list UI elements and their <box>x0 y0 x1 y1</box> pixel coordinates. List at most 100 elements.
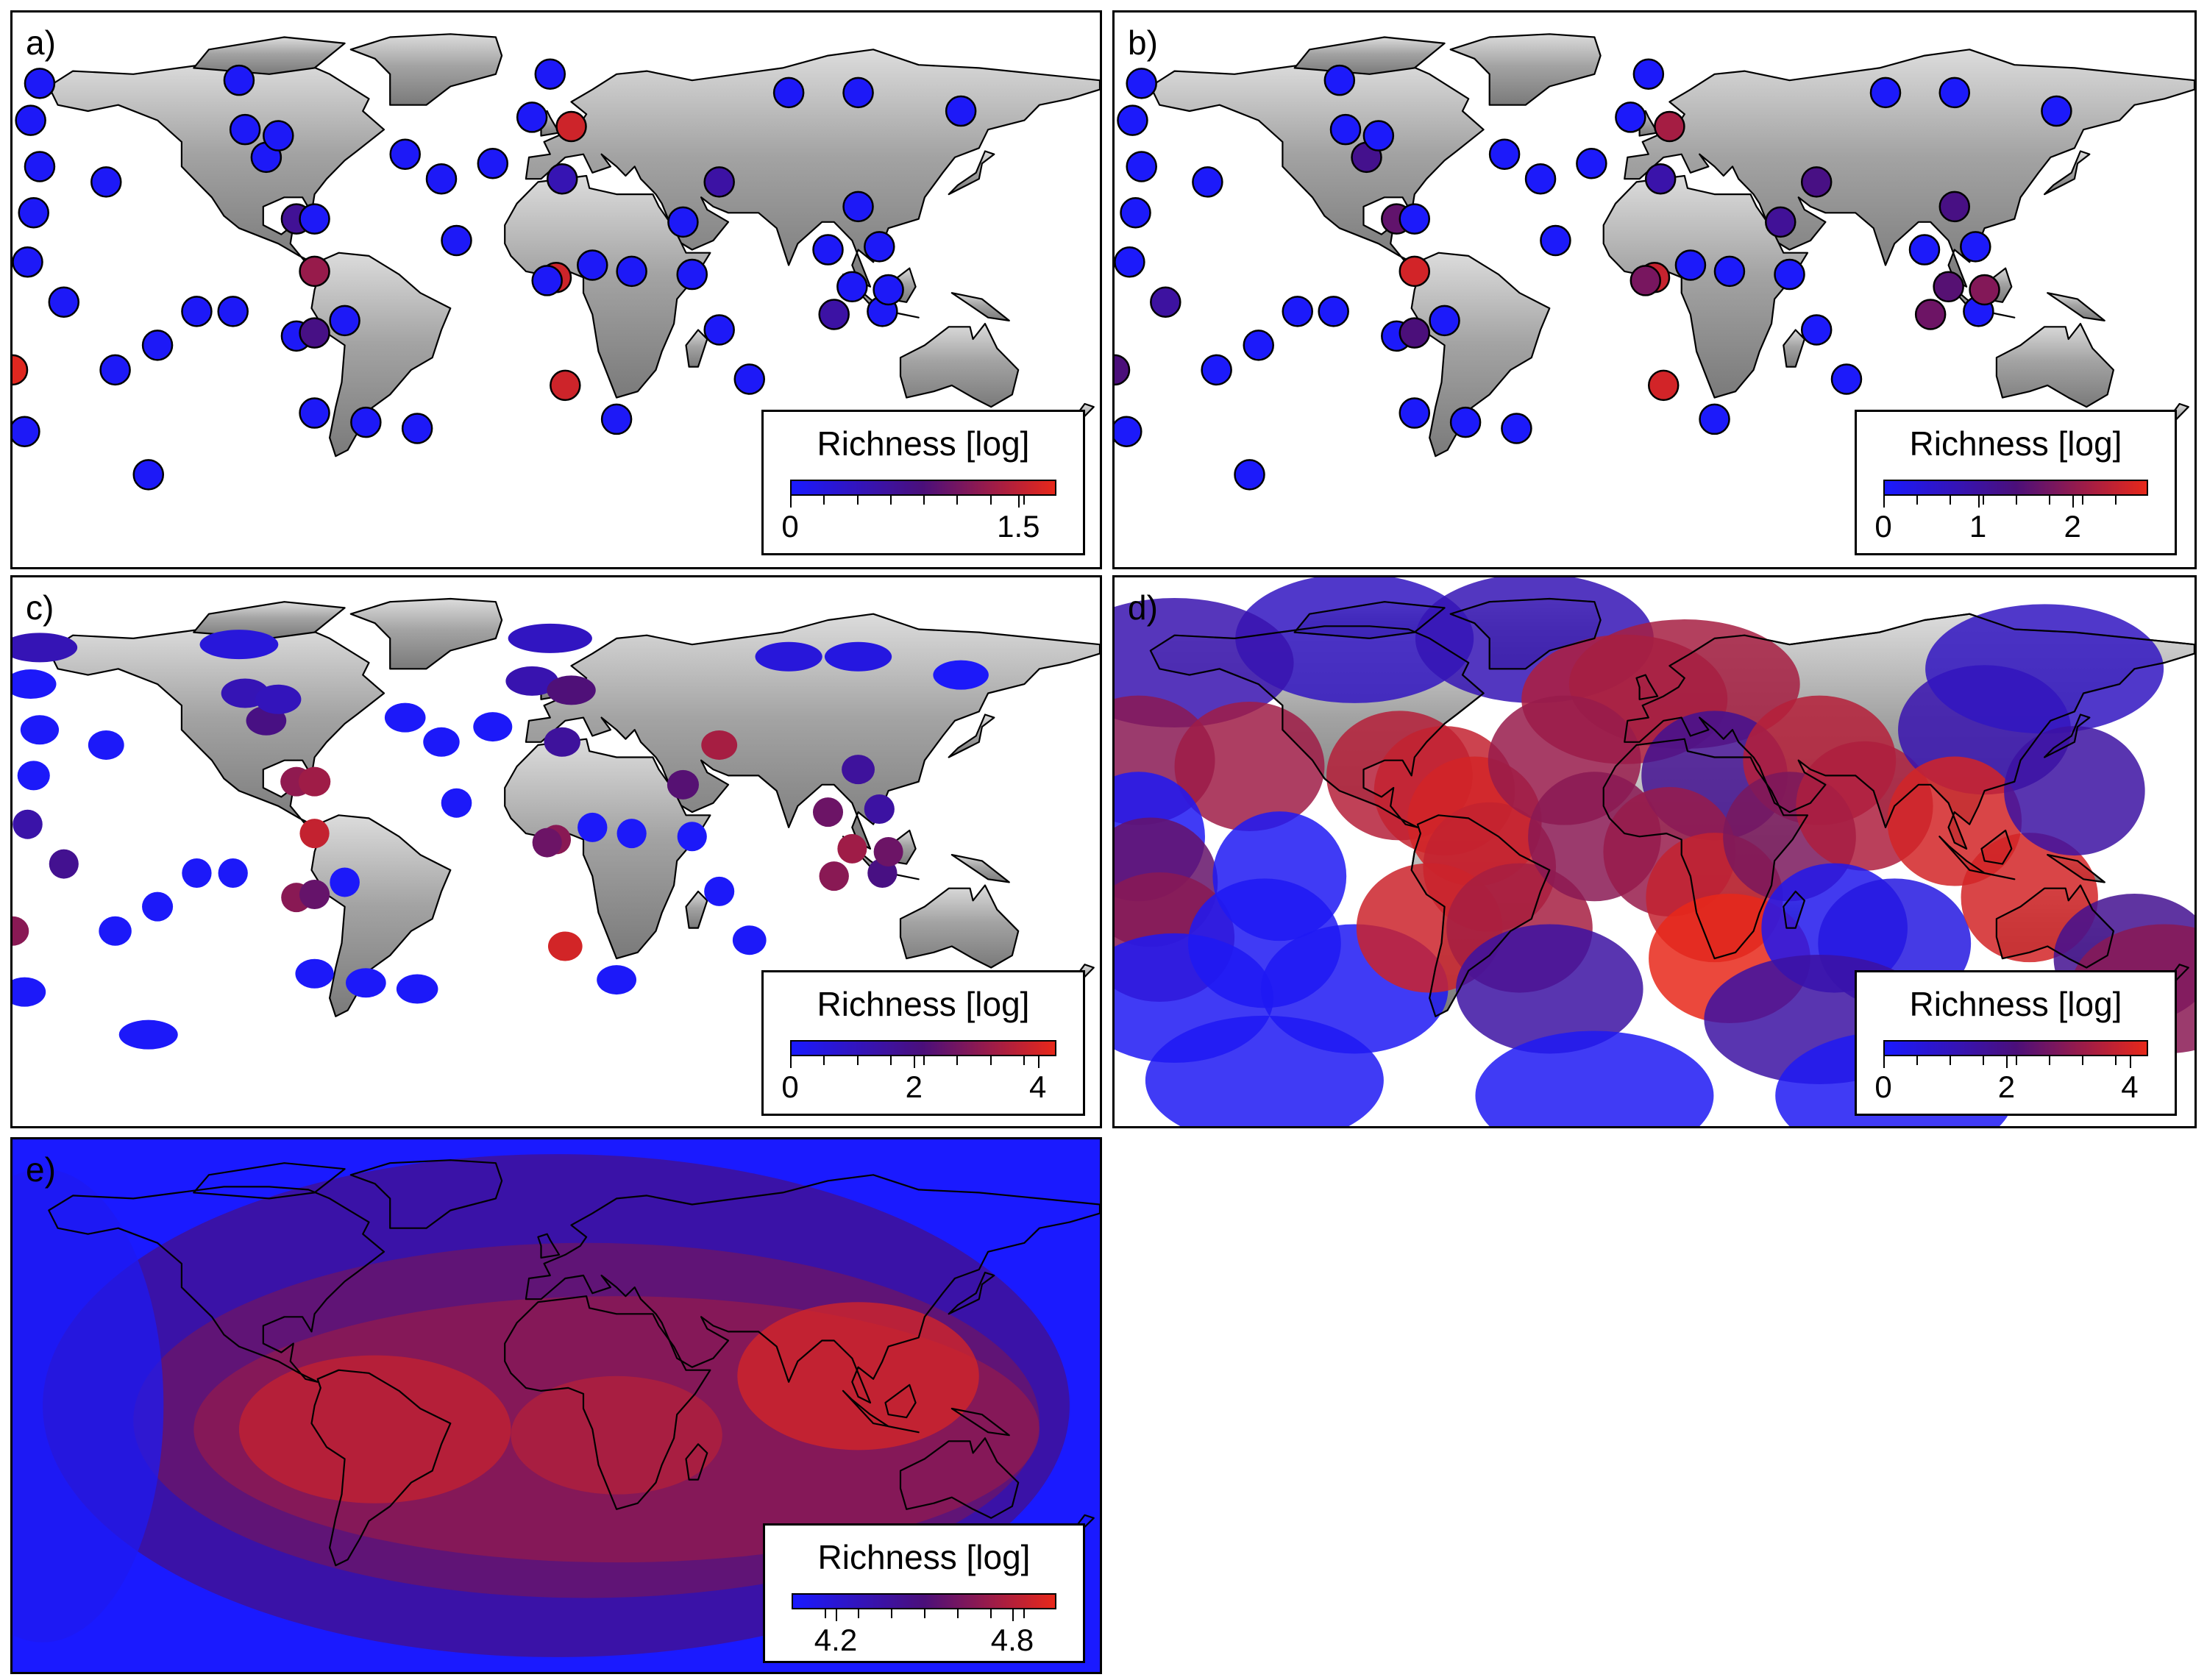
landmass-uk <box>1635 674 1659 700</box>
site-point <box>703 166 735 198</box>
site-area <box>255 684 302 714</box>
site-point <box>141 330 174 361</box>
site-point <box>2041 95 2072 127</box>
site-point <box>329 305 360 337</box>
site-point <box>1869 76 1902 109</box>
site-point <box>299 397 330 429</box>
site-area <box>49 849 79 879</box>
site-point <box>842 191 874 223</box>
site-point <box>1399 255 1431 288</box>
site-point <box>836 271 868 303</box>
site-point <box>1399 203 1431 235</box>
colorbar-tick <box>2072 496 2075 508</box>
landmass-australia <box>899 1437 1020 1519</box>
landmass-borneo <box>884 1384 917 1419</box>
landmass-new-guinea <box>950 854 1010 883</box>
richness-zone <box>511 1375 722 1495</box>
colorbar-minor-tick <box>823 496 825 505</box>
colorbar-minor-tick <box>956 496 959 505</box>
site-point <box>616 255 647 288</box>
colorbar-minor-tick <box>1023 1609 1025 1618</box>
colorbar-minor-tick <box>889 1056 892 1065</box>
site-area <box>199 630 279 660</box>
colorbar-minor-tick <box>823 1056 825 1065</box>
site-point <box>1449 406 1482 438</box>
site-point <box>48 286 80 318</box>
site-point <box>13 246 43 278</box>
colorbar-tick <box>1883 496 1885 508</box>
panel-label: c) <box>26 588 54 627</box>
site-area <box>704 876 735 906</box>
site-point <box>1115 246 1145 278</box>
site-area <box>819 861 849 891</box>
site-area <box>142 891 174 922</box>
site-area <box>732 925 767 955</box>
colorbar-tick-label: 4.2 <box>814 1623 858 1657</box>
site-point <box>1429 305 1460 337</box>
landmass-borneo <box>1980 829 2013 865</box>
site-point <box>1765 206 1796 238</box>
site-point <box>263 120 294 152</box>
colorbar-tick-label: 2 <box>1997 1069 2016 1104</box>
map-d <box>1115 577 2194 1126</box>
panel-label: b) <box>1128 24 1158 62</box>
site-point <box>1117 104 1148 136</box>
site-point <box>1318 296 1349 327</box>
landmass-arctic-islands <box>193 1162 346 1200</box>
site-point <box>132 459 164 491</box>
site-point <box>13 416 40 447</box>
site-point <box>1615 102 1646 133</box>
site-point <box>401 413 433 444</box>
site-point <box>13 354 29 386</box>
landmass-greenland <box>1449 597 1602 670</box>
landmass-japan <box>948 150 995 196</box>
land-masses <box>48 1159 1100 1567</box>
site-point <box>1120 197 1151 229</box>
site-point <box>534 58 566 90</box>
site-point <box>99 354 131 386</box>
site-point <box>945 95 977 127</box>
richness-zone <box>13 1169 164 1642</box>
colorbar-tick <box>790 1056 792 1068</box>
landmass-madagascar <box>685 1443 708 1481</box>
site-area <box>182 858 212 889</box>
site-point <box>24 151 56 182</box>
site-area <box>13 633 78 663</box>
site-point <box>577 249 608 281</box>
site-point <box>733 363 766 395</box>
site-point <box>389 138 421 170</box>
colorbar-tick-label: 2 <box>2064 509 2081 544</box>
site-point <box>1115 354 1131 386</box>
colorbar-tick-label: 4 <box>1029 1069 1047 1104</box>
site-point <box>1126 68 1157 99</box>
colorbar-minor-tick <box>858 1609 859 1618</box>
colorbar-tick <box>1037 1056 1039 1068</box>
colorbar-minor-tick <box>990 1609 992 1618</box>
map-b <box>1115 33 2194 491</box>
landmass-new-guinea <box>950 1407 1010 1437</box>
colorbar-minor-tick <box>923 1056 925 1065</box>
site-area <box>299 819 330 849</box>
site-area <box>544 727 580 757</box>
site-area <box>20 715 60 745</box>
map-c <box>13 597 1100 1050</box>
site-area <box>677 822 707 852</box>
colorbar-tick-label: 2 <box>905 1069 923 1104</box>
site-point <box>1282 296 1313 327</box>
landmass-greenland <box>1449 33 1602 106</box>
site-area <box>842 755 875 785</box>
site-point <box>546 163 578 195</box>
land-masses <box>1149 33 2194 458</box>
site-point <box>667 206 699 238</box>
landmass-uk <box>537 1233 561 1259</box>
site-area <box>933 660 989 690</box>
colorbar <box>790 480 1056 496</box>
colorbar-minor-tick <box>2049 496 2050 505</box>
colorbar-minor-tick <box>2016 496 2017 505</box>
site-point <box>516 102 548 133</box>
site-area <box>547 931 583 961</box>
richness-points <box>1115 577 2194 1126</box>
landmass-indonesia <box>842 1389 920 1434</box>
site-point <box>555 110 587 143</box>
colorbar-minor-tick <box>889 496 892 505</box>
